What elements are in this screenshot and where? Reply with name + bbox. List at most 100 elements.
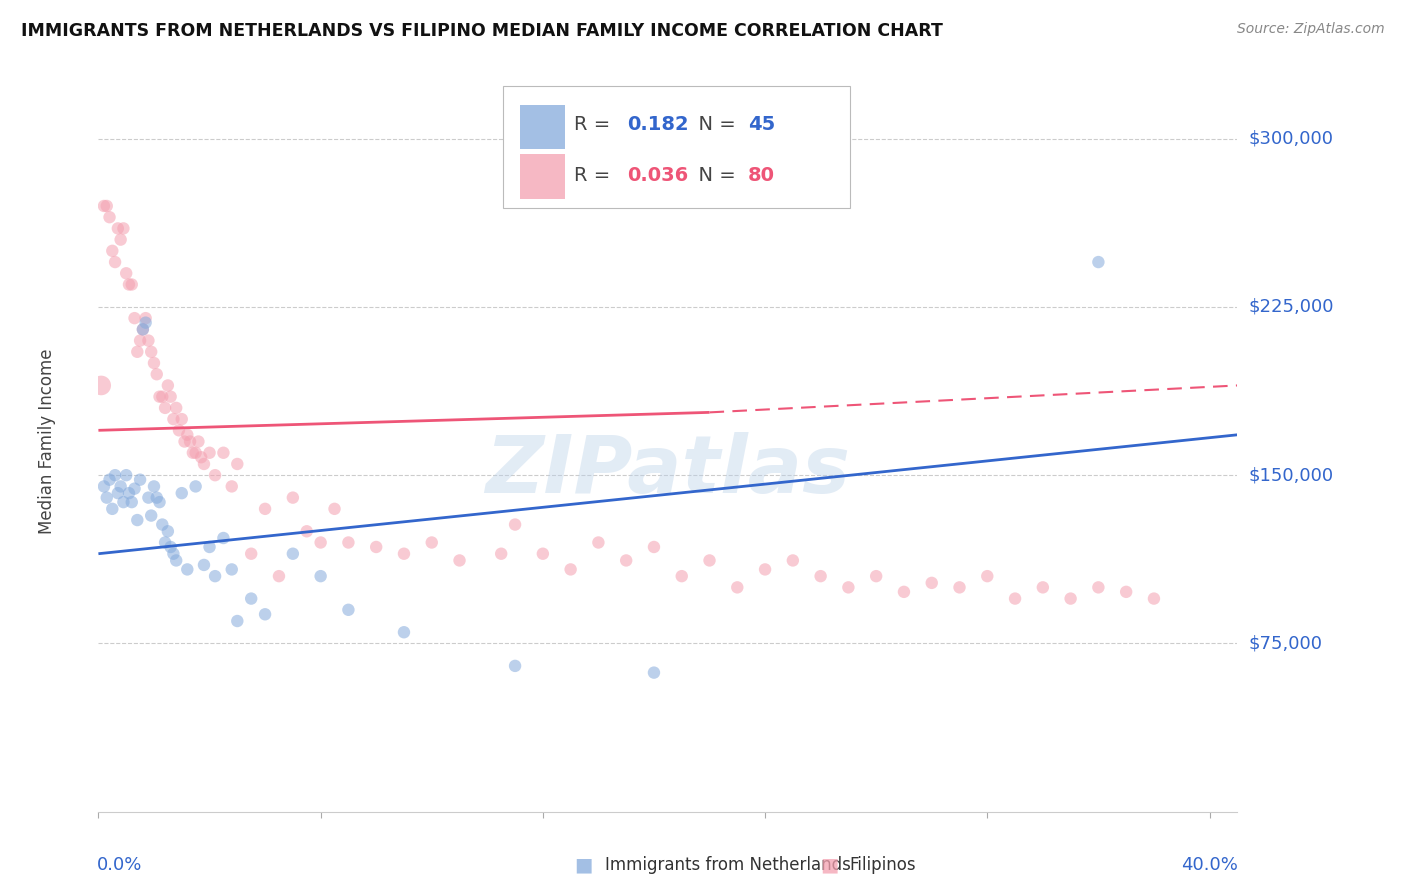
Point <box>267 569 290 583</box>
Bar <box>520 154 565 199</box>
Point <box>159 390 181 404</box>
Point <box>115 468 138 483</box>
Text: 0.036: 0.036 <box>627 166 688 185</box>
Point <box>212 446 235 460</box>
Point <box>1143 591 1166 606</box>
Point <box>181 446 204 460</box>
Point <box>170 412 193 426</box>
Point <box>226 614 249 628</box>
Point <box>254 501 277 516</box>
Point <box>366 540 388 554</box>
Point <box>162 412 184 426</box>
Text: 0.0%: 0.0% <box>97 856 142 874</box>
Point <box>127 344 149 359</box>
Point <box>614 553 637 567</box>
Point <box>135 311 157 326</box>
Point <box>107 486 129 500</box>
Point <box>176 562 198 576</box>
Point <box>167 423 190 437</box>
Point <box>145 368 167 382</box>
Point <box>138 334 160 348</box>
Point <box>148 390 170 404</box>
Point <box>176 427 198 442</box>
Point <box>725 580 748 594</box>
Point <box>337 603 360 617</box>
Point <box>420 535 443 549</box>
Point <box>921 575 943 590</box>
Point <box>449 553 471 567</box>
Point <box>159 540 181 554</box>
Point <box>127 513 149 527</box>
Point <box>121 495 143 509</box>
Point <box>145 491 167 505</box>
Point <box>162 547 184 561</box>
Point <box>129 334 152 348</box>
Point <box>240 591 263 606</box>
Point <box>948 580 970 594</box>
Point <box>281 547 304 561</box>
Point <box>1115 585 1137 599</box>
Point <box>156 524 179 539</box>
Text: ZIPatlas: ZIPatlas <box>485 432 851 510</box>
Text: 80: 80 <box>748 166 775 185</box>
Text: $225,000: $225,000 <box>1249 298 1334 316</box>
Point <box>153 535 176 549</box>
Point <box>221 479 243 493</box>
Point <box>193 457 215 471</box>
Point <box>337 535 360 549</box>
Point <box>309 569 332 583</box>
Point <box>104 255 127 269</box>
Point <box>976 569 998 583</box>
Point <box>118 277 141 292</box>
Point <box>699 553 721 567</box>
Point <box>392 547 415 561</box>
Point <box>193 558 215 572</box>
Point <box>135 316 157 330</box>
Point <box>98 473 121 487</box>
Point <box>309 535 332 549</box>
Point <box>138 491 160 505</box>
Point <box>165 401 187 415</box>
Point <box>240 547 263 561</box>
Text: $150,000: $150,000 <box>1249 467 1333 484</box>
Point <box>129 473 152 487</box>
Point <box>221 562 243 576</box>
Point <box>93 199 115 213</box>
Point <box>148 495 170 509</box>
Point <box>132 322 155 336</box>
Text: 0.182: 0.182 <box>627 115 689 134</box>
Point <box>295 524 318 539</box>
Point <box>170 486 193 500</box>
Point <box>204 569 226 583</box>
Point <box>124 482 146 496</box>
Text: Immigrants from Netherlands: Immigrants from Netherlands <box>605 856 851 874</box>
Bar <box>520 104 565 149</box>
Point <box>110 479 132 493</box>
Point <box>204 468 226 483</box>
Point <box>110 233 132 247</box>
Point <box>198 540 221 554</box>
Text: Source: ZipAtlas.com: Source: ZipAtlas.com <box>1237 22 1385 37</box>
Point <box>1004 591 1026 606</box>
Point <box>98 210 121 224</box>
Point <box>489 547 512 561</box>
Point <box>643 665 665 680</box>
Point <box>198 446 221 460</box>
Point <box>143 479 166 493</box>
Point <box>124 311 146 326</box>
Point <box>107 221 129 235</box>
Text: Filipinos: Filipinos <box>849 856 915 874</box>
Point <box>810 569 832 583</box>
Point <box>90 378 112 392</box>
Point <box>150 517 173 532</box>
Point <box>588 535 610 549</box>
Point <box>254 607 277 622</box>
Point <box>132 322 155 336</box>
Text: ■: ■ <box>574 855 593 875</box>
Point <box>150 390 173 404</box>
Point <box>671 569 693 583</box>
Point <box>1059 591 1081 606</box>
Point <box>184 446 207 460</box>
Point <box>165 553 187 567</box>
Text: ■: ■ <box>820 855 839 875</box>
